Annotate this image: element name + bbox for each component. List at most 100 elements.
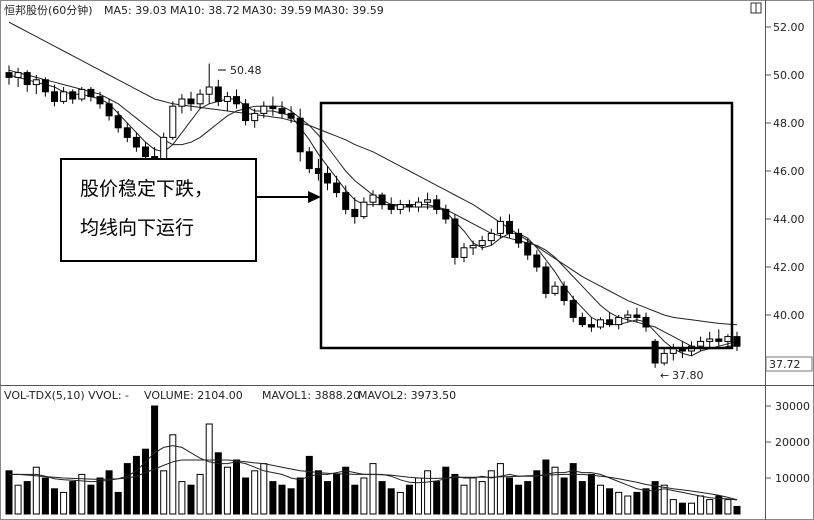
annotation-line-1: 股价稳定下跌， [80,178,213,200]
candle-body [96,96,104,105]
volume-bar [324,481,331,515]
volume-bar [569,463,577,515]
volume-bar [360,477,368,515]
annotation-box [60,158,257,262]
volume-bar [32,466,40,515]
volume-bar [396,491,404,515]
price-tick-label: 40.00 [773,309,805,322]
volume-ma-lines [9,445,738,501]
volume-bar [478,481,486,515]
candle-body [69,91,77,100]
volume-bar [387,488,395,515]
price-header-ma5: MA5: 39.03 [104,4,167,17]
volume-bar [442,466,450,515]
volume-bar [123,463,131,515]
candle-body [706,338,714,342]
candle-body [196,93,204,105]
volume-header-mavol2: MAVOL2: 3973.50 [358,389,456,402]
volume-bar [496,463,504,515]
candle-body [415,201,422,208]
volume-bar [114,491,122,515]
candle-body [342,192,350,210]
candle-body [278,108,286,114]
price-tick-label: 44.00 [773,213,805,226]
candle-body [87,88,95,98]
candle-body [478,240,486,246]
volume-bar [314,470,322,515]
candle-body [551,285,559,294]
candle-body [733,336,741,347]
candle-body [597,319,604,328]
volume-bar [642,488,650,515]
candle-body [633,314,641,318]
candle-body [515,232,523,244]
volume-bar [524,481,532,515]
volume-bar [688,502,695,515]
volume-bar [196,473,204,515]
volume-bar [69,481,77,515]
candle-body [187,98,195,105]
annotation-arrow-head [308,191,321,203]
volume-bar [132,455,140,515]
price-axis-ticks: 52.00 50.00 48.00 46.00 44.00 42.00 40.0… [765,21,805,322]
volume-bar [706,499,714,515]
candle-body [487,232,495,242]
price-tick-label: 42.00 [773,261,805,274]
volume-header-mavol1: MAVOL1: 3888.20 [262,389,360,402]
candle-body [169,105,177,138]
low-price-label: 37.80 [672,369,704,382]
candle-body [233,96,240,105]
volume-bar [60,491,68,515]
last-price-box [765,356,813,372]
candle-body [142,146,149,158]
candle-body [724,336,732,342]
volume-bar [342,466,350,515]
volume-bar [151,405,159,515]
volume-bar [678,502,686,515]
candle-body [305,151,313,170]
volume-bar [142,448,149,515]
candle-body [660,352,668,364]
low-price-marker: ← 37.80 [660,369,704,382]
candle-body [651,340,659,364]
candle-body [387,204,395,210]
volume-bar [51,488,58,515]
volume-bar [251,470,259,515]
volume-header-indicator: VOL-TDX(5,10) VVOL: - [4,389,129,402]
volume-bar [551,466,559,515]
volume-bar [96,477,104,515]
candle-body [578,316,586,326]
volume-bar [606,488,614,515]
candle-body [214,86,222,102]
volume-bar [351,484,359,515]
volume-tick-label: 10000 [775,472,810,485]
candle-body [351,208,359,218]
volume-bar [233,459,240,515]
volume-bar [242,477,250,515]
volume-bars [5,405,741,515]
candle-body [14,72,22,78]
volume-header-volume: VOLUME: 2104.00 [144,389,243,402]
candle-body [560,285,568,302]
price-tick-label: 46.00 [773,165,805,178]
volume-bar [715,495,723,515]
volume-bar [5,470,13,515]
volume-bar [424,470,432,515]
candle-body [23,72,31,86]
candle-body [360,201,368,218]
candle-body [41,79,49,93]
volume-bar [23,481,31,515]
volume-bar [660,484,668,515]
volume-bar [269,481,277,515]
volume-bar [506,477,513,515]
volume-bar [278,484,286,515]
candle-body [533,254,541,268]
volume-bar [697,495,705,515]
volume-bar [451,473,459,515]
volume-bar [651,481,659,515]
candle-body [123,127,131,138]
price-header-ma10: MA10: 38.72 [170,4,240,17]
volume-bar [369,463,377,515]
volume-bar [724,499,732,515]
